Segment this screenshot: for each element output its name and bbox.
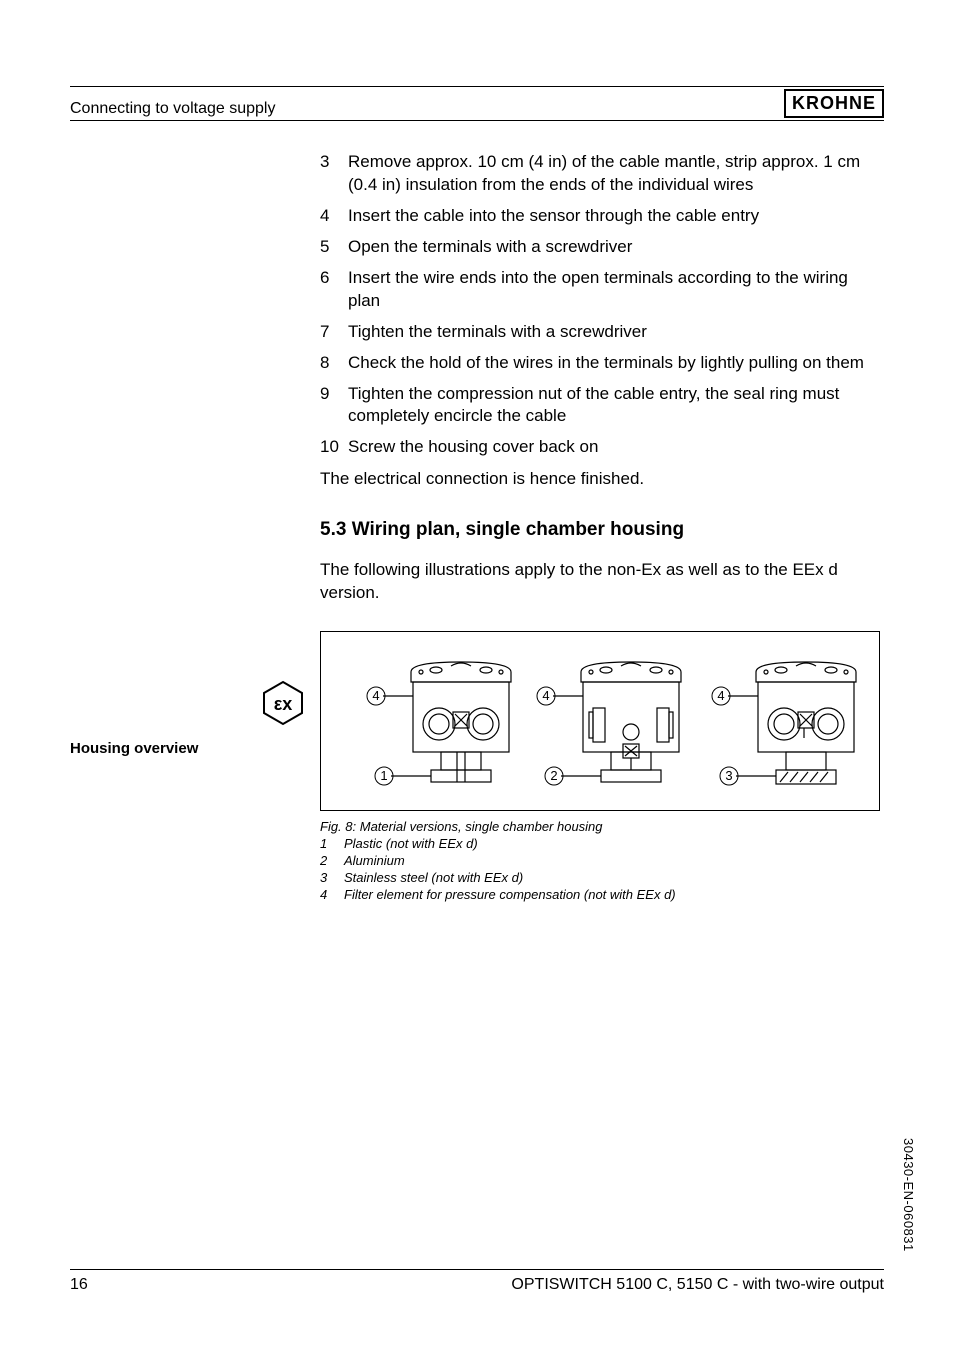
step-text: Screw the housing cover back on — [348, 436, 598, 459]
figure-caption-list: 1Plastic (not with EEx d) 2Aluminium 3St… — [320, 836, 880, 904]
steps-list: 3Remove approx. 10 cm (4 in) of the cabl… — [320, 151, 880, 459]
svg-text:4: 4 — [542, 688, 549, 703]
page-number: 16 — [70, 1276, 88, 1294]
step-item: 7Tighten the terminals with a screwdrive… — [320, 321, 880, 344]
header-section-title: Connecting to voltage supply — [70, 100, 275, 118]
step-number: 5 — [320, 236, 348, 259]
step-number: 8 — [320, 352, 348, 375]
step-item: 4Insert the cable into the sensor throug… — [320, 205, 880, 228]
closing-line: The electrical connection is hence finis… — [320, 469, 880, 489]
svg-text:4: 4 — [717, 688, 724, 703]
side-label-housing-overview: Housing overview — [70, 740, 198, 757]
step-text: Open the terminals with a screwdriver — [348, 236, 632, 259]
step-number: 4 — [320, 205, 348, 228]
step-text: Insert the wire ends into the open termi… — [348, 267, 880, 313]
document-code: 30430-EN-060831 — [901, 1138, 916, 1252]
svg-text:εx: εx — [274, 694, 293, 714]
caption-number: 2 — [320, 853, 344, 870]
svg-text:1: 1 — [380, 768, 387, 783]
step-number: 7 — [320, 321, 348, 344]
ex-icon: εx — [260, 680, 306, 731]
step-text: Check the hold of the wires in the termi… — [348, 352, 864, 375]
footer-doc-title: OPTISWITCH 5100 C, 5150 C - with two-wir… — [511, 1276, 884, 1294]
header-rule — [70, 120, 884, 121]
caption-item: 4Filter element for pressure compensatio… — [320, 887, 880, 904]
caption-text: Aluminium — [344, 853, 405, 870]
caption-item: 1Plastic (not with EEx d) — [320, 836, 880, 853]
caption-number: 1 — [320, 836, 344, 853]
figure-housing-versions: 4 1 — [320, 631, 880, 811]
svg-text:3: 3 — [725, 768, 732, 783]
step-number: 9 — [320, 383, 348, 429]
ex-paragraph: The following illustrations apply to the… — [320, 559, 880, 605]
svg-text:4: 4 — [372, 688, 379, 703]
svg-text:2: 2 — [550, 768, 557, 783]
step-text: Tighten the compression nut of the cable… — [348, 383, 880, 429]
step-text: Tighten the terminals with a screwdriver — [348, 321, 647, 344]
caption-text: Stainless steel (not with EEx d) — [344, 870, 523, 887]
step-item: 8Check the hold of the wires in the term… — [320, 352, 880, 375]
page-footer: 16 OPTISWITCH 5100 C, 5150 C - with two-… — [70, 1269, 884, 1294]
step-item: 9Tighten the compression nut of the cabl… — [320, 383, 880, 429]
step-text: Insert the cable into the sensor through… — [348, 205, 759, 228]
step-item: 3Remove approx. 10 cm (4 in) of the cabl… — [320, 151, 880, 197]
step-item: 5Open the terminals with a screwdriver — [320, 236, 880, 259]
caption-number: 4 — [320, 887, 344, 904]
section-heading: 5.3 Wiring plan, single chamber housing — [320, 519, 880, 541]
step-item: 6Insert the wire ends into the open term… — [320, 267, 880, 313]
step-item: 10Screw the housing cover back on — [320, 436, 880, 459]
caption-item: 2Aluminium — [320, 853, 880, 870]
step-number: 10 — [320, 436, 348, 459]
caption-text: Plastic (not with EEx d) — [344, 836, 478, 853]
step-number: 3 — [320, 151, 348, 197]
step-text: Remove approx. 10 cm (4 in) of the cable… — [348, 151, 880, 197]
caption-text: Filter element for pressure compensation… — [344, 887, 676, 904]
brand-logo: KROHNE — [784, 89, 884, 118]
step-number: 6 — [320, 267, 348, 313]
figure-caption-title: Fig. 8: Material versions, single chambe… — [320, 819, 880, 836]
caption-number: 3 — [320, 870, 344, 887]
caption-item: 3Stainless steel (not with EEx d) — [320, 870, 880, 887]
